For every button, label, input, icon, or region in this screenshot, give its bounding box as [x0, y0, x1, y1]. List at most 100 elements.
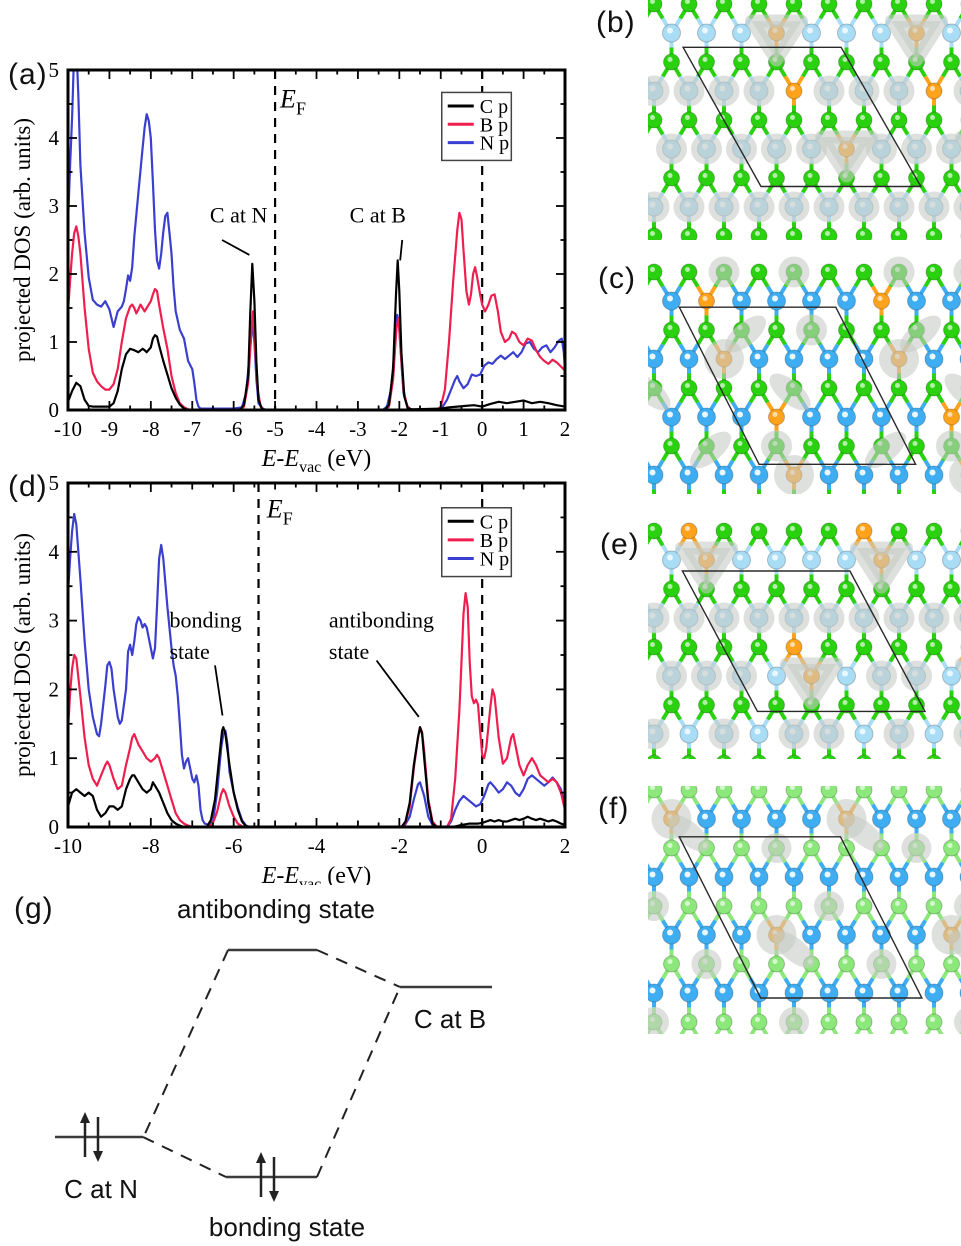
- isosurface-lobe: [948, 931, 961, 968]
- x-axis-label: E-Evac (eV): [261, 446, 372, 472]
- label-cat_n: C at N: [64, 1174, 138, 1204]
- boron-atom: [698, 321, 715, 339]
- isosurface-circle: [691, 660, 722, 692]
- boron-atom: [750, 0, 768, 13]
- isosurface-lobe: [843, 815, 885, 852]
- boron-atom: [768, 696, 785, 714]
- svg-text:-3: -3: [349, 417, 367, 441]
- svg-text:1: 1: [518, 417, 529, 441]
- isosurface-circle: [901, 660, 932, 692]
- svg-text:0: 0: [477, 834, 488, 858]
- structure-panel-c: [648, 256, 961, 494]
- charge-density-isosurfaces: [648, 14, 961, 223]
- plot-frame: [66, 481, 567, 829]
- boron-atom: [750, 1013, 768, 1031]
- isosurface-lobe: [648, 373, 671, 411]
- boron-atom: [855, 897, 873, 915]
- svg-text:-5: -5: [266, 417, 284, 441]
- boron-atom: [768, 955, 785, 973]
- isosurface-circle: [848, 191, 880, 223]
- boron-atom: [785, 786, 803, 799]
- isosurface-circle: [848, 75, 880, 107]
- boron-atom: [648, 227, 663, 240]
- boron-atom: [890, 379, 908, 397]
- isosurface-trefoil: [954, 893, 961, 919]
- isosurface-circle: [778, 256, 810, 288]
- boron-atom: [648, 522, 663, 540]
- isosurface-circle-large: [949, 456, 961, 494]
- svg-text:bonding: bonding: [169, 607, 241, 632]
- carbon-atom: [680, 522, 698, 540]
- boron-atom: [733, 580, 750, 598]
- boron-atom: [820, 1013, 838, 1031]
- y-axis-label: projected DOS (arb. units): [10, 533, 35, 777]
- boron-atom: [785, 897, 803, 915]
- legend-label: B p: [480, 530, 508, 552]
- panel-label-f: (f): [598, 792, 630, 825]
- boron-atom: [908, 955, 925, 973]
- isosurface-circle: [936, 430, 961, 462]
- boron-atom: [890, 1013, 908, 1031]
- boron-atom: [890, 111, 908, 129]
- isosurface-circle: [953, 77, 961, 105]
- panel-label-b: (b): [596, 6, 636, 39]
- boron-atom: [855, 0, 873, 13]
- nitrogen-atom: [648, 867, 664, 887]
- svg-text:-2: -2: [391, 834, 409, 858]
- series-C-p: [68, 726, 565, 827]
- isosurface-circle: [883, 602, 915, 634]
- isosurface-circle: [866, 133, 897, 165]
- unit-cell-outline: [678, 836, 924, 999]
- isosurface-lobe: [769, 373, 811, 411]
- spin-down-arrow: [93, 1151, 103, 1162]
- boron-atom: [908, 437, 925, 455]
- charge-density-isosurfaces: [648, 256, 961, 494]
- boron-atom: [680, 263, 698, 281]
- boron-atom: [785, 0, 803, 13]
- isosurface-circle: [673, 191, 705, 223]
- boron-atom: [943, 321, 960, 339]
- boron-atom: [943, 53, 960, 71]
- isosurface-lobe: [864, 431, 907, 469]
- panel-label-g: (g): [14, 892, 54, 925]
- boron-atom: [873, 169, 890, 187]
- boron-atom: [715, 0, 733, 13]
- unit-cell-outline: [678, 306, 917, 466]
- svg-text:0: 0: [49, 815, 60, 839]
- charge-density-isosurfaces: [648, 799, 961, 1034]
- boron-atom: [803, 580, 820, 598]
- isosurface-circle: [796, 314, 827, 346]
- boron-atom: [648, 263, 663, 281]
- svg-text:-10: -10: [54, 417, 82, 441]
- spin-down-arrow: [269, 1191, 279, 1202]
- isosurface-triangle: [815, 130, 878, 183]
- panel-label-a: (a): [8, 58, 48, 91]
- isosurface-circle: [813, 75, 845, 107]
- boron-atom: [838, 53, 855, 71]
- boron-atom: [785, 522, 803, 540]
- structure-panel-f: [648, 786, 961, 1034]
- svg-text:4: 4: [49, 126, 60, 150]
- isosurface-circle: [883, 718, 915, 750]
- isosurface-circle: [648, 75, 670, 107]
- series-C-p: [68, 259, 565, 410]
- boron-atom: [855, 638, 873, 656]
- svg-text:3: 3: [49, 609, 60, 633]
- boron-atom: [680, 111, 698, 129]
- isosurface-circle: [743, 602, 775, 634]
- isosurface-circle: [691, 133, 722, 165]
- dos-series: [68, 512, 565, 827]
- boron-atom: [715, 379, 733, 397]
- isosurface-lobe: [668, 815, 710, 852]
- boron-atom: [715, 786, 733, 799]
- boron-atom: [716, 754, 732, 759]
- svg-text:-8: -8: [142, 834, 160, 858]
- plot-frame: [66, 68, 567, 412]
- isosurface-circle: [813, 602, 845, 634]
- boron-atom: [648, 754, 662, 759]
- isosurface-circle: [656, 133, 687, 165]
- boron-atom: [663, 955, 680, 973]
- svg-text:-8: -8: [142, 417, 160, 441]
- carbon-atom: [943, 408, 960, 426]
- boron-atom: [908, 580, 925, 598]
